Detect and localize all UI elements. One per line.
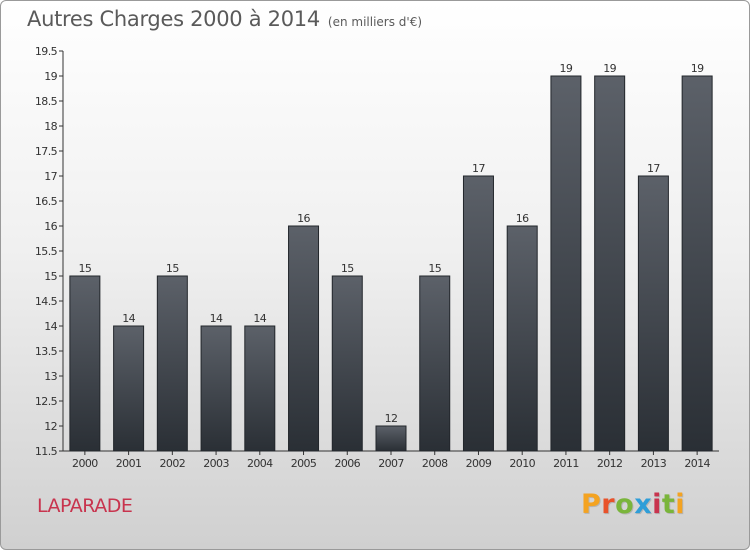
bar[interactable]	[70, 276, 100, 451]
y-tick-label: 17	[44, 170, 57, 183]
x-tick-label: 2002	[160, 457, 186, 470]
bar[interactable]	[201, 326, 231, 451]
bar[interactable]	[682, 76, 712, 451]
bar[interactable]	[114, 326, 144, 451]
x-tick-label: 2000	[72, 457, 98, 470]
y-tick-label: 13	[44, 370, 57, 383]
y-tick-label: 19	[44, 70, 57, 83]
bar-value-label: 19	[691, 62, 704, 75]
y-tick-label: 12.5	[35, 395, 58, 408]
x-tick-label: 2004	[247, 457, 273, 470]
bar-value-label: 16	[516, 212, 529, 225]
y-tick-label: 14	[44, 320, 57, 333]
bar[interactable]	[463, 176, 493, 451]
x-tick-label: 2001	[116, 457, 142, 470]
bar-value-label: 15	[428, 262, 441, 275]
logo-letter: r	[601, 489, 615, 520]
bar-value-label: 12	[385, 412, 398, 425]
y-tick-label: 17.5	[35, 145, 58, 158]
x-tick-label: 2005	[291, 457, 317, 470]
bar[interactable]	[638, 176, 668, 451]
bar[interactable]	[332, 276, 362, 451]
bar[interactable]	[595, 76, 625, 451]
x-tick-label: 2009	[466, 457, 492, 470]
y-tick-label: 15	[44, 270, 57, 283]
logo-letter: i	[675, 489, 685, 520]
y-tick-label: 16	[44, 220, 57, 233]
y-tick-label: 14.5	[35, 295, 58, 308]
bar-value-label: 17	[647, 162, 660, 175]
x-tick-label: 2007	[378, 457, 404, 470]
logo-letter: o	[615, 489, 634, 520]
x-tick-label: 2008	[422, 457, 448, 470]
bar-value-label: 16	[297, 212, 310, 225]
proxiti-logo[interactable]: Proxiti	[581, 489, 685, 520]
bar-value-label: 14	[210, 312, 223, 325]
x-tick-label: 2012	[597, 457, 623, 470]
logo-letter: t	[662, 489, 675, 520]
x-axis: 2000 2001 2002 2003 2004 2005 2006 2007 2008 2009…	[63, 451, 719, 470]
y-tick-label: 15.5	[35, 245, 58, 258]
bar[interactable]	[157, 276, 187, 451]
x-tick-label: 2011	[553, 457, 579, 470]
y-tick-label: 16.5	[35, 195, 58, 208]
bar-value-label: 15	[341, 262, 354, 275]
bar-value-label: 14	[122, 312, 135, 325]
bar-value-label: 15	[166, 262, 179, 275]
y-tick-label: 11.5	[35, 445, 58, 458]
x-tick-label: 2006	[334, 457, 360, 470]
bar[interactable]	[245, 326, 275, 451]
logo-letter: x	[634, 489, 652, 520]
commune-name: LAPARADE	[37, 495, 132, 517]
y-axis: 11.5 12 12.5 13 13.5 14 14.5 15 15.5 16 16.5 17 17.5…	[35, 45, 63, 458]
bar-value-label: 19	[560, 62, 573, 75]
bar-value-label: 17	[472, 162, 485, 175]
x-tick-label: 2010	[509, 457, 535, 470]
x-tick-label: 2014	[684, 457, 710, 470]
bar-value-label: 19	[603, 62, 616, 75]
bar[interactable]	[551, 76, 581, 451]
y-tick-label: 18.5	[35, 95, 58, 108]
y-tick-label: 18	[44, 120, 57, 133]
bar[interactable]	[376, 426, 406, 451]
y-tick-label: 19.5	[35, 45, 58, 58]
x-tick-label: 2003	[203, 457, 229, 470]
x-tick-label: 2013	[641, 457, 667, 470]
bar-value-label: 14	[253, 312, 266, 325]
bar[interactable]	[507, 226, 537, 451]
y-tick-label: 12	[44, 420, 57, 433]
bar-value-label: 15	[78, 262, 91, 275]
logo-letter: i	[652, 489, 662, 520]
bar[interactable]	[420, 276, 450, 451]
y-tick-label: 13.5	[35, 345, 58, 358]
logo-letter: P	[581, 489, 601, 520]
bar[interactable]	[289, 226, 319, 451]
